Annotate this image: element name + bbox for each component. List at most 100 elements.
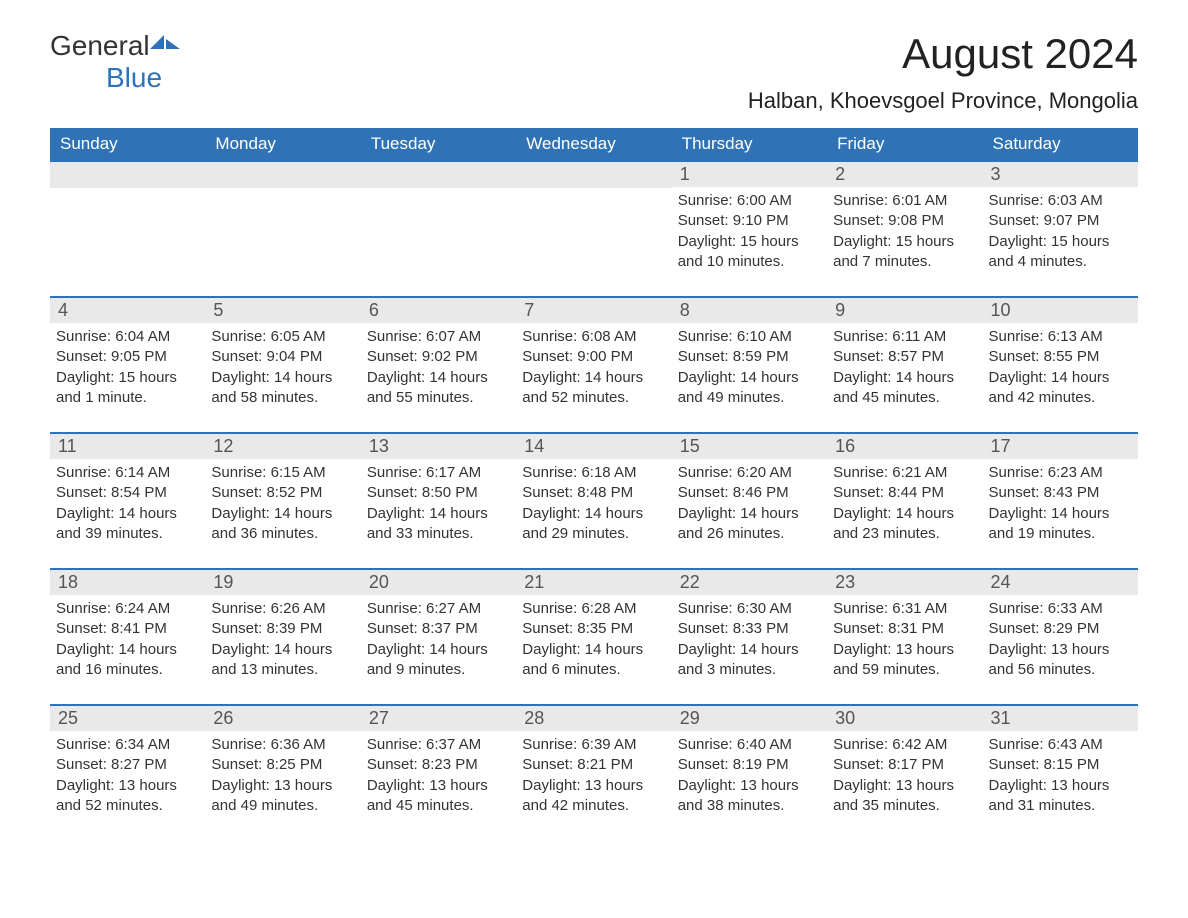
day-number — [205, 162, 360, 188]
week-row: 1Sunrise: 6:00 AMSunset: 9:10 PMDaylight… — [50, 160, 1138, 282]
daylight-line: Daylight: 14 hours and 23 minutes. — [833, 504, 974, 545]
daylight-line: Daylight: 13 hours and 31 minutes. — [989, 776, 1130, 817]
day-number: 11 — [50, 434, 205, 459]
day-cell: 25Sunrise: 6:34 AMSunset: 8:27 PMDayligh… — [50, 706, 205, 826]
day-data: Sunrise: 6:26 AMSunset: 8:39 PMDaylight:… — [205, 595, 360, 690]
day-cell: 26Sunrise: 6:36 AMSunset: 8:25 PMDayligh… — [205, 706, 360, 826]
sunrise-line: Sunrise: 6:26 AM — [211, 599, 352, 619]
day-number — [50, 162, 205, 188]
day-data: Sunrise: 6:21 AMSunset: 8:44 PMDaylight:… — [827, 459, 982, 554]
dow-friday: Friday — [827, 128, 982, 160]
sunset-line: Sunset: 9:10 PM — [678, 211, 819, 231]
sunset-line: Sunset: 8:57 PM — [833, 347, 974, 367]
sunrise-line: Sunrise: 6:34 AM — [56, 735, 197, 755]
day-number: 7 — [516, 298, 671, 323]
day-cell: 8Sunrise: 6:10 AMSunset: 8:59 PMDaylight… — [672, 298, 827, 418]
sunrise-line: Sunrise: 6:17 AM — [367, 463, 508, 483]
day-cell: 1Sunrise: 6:00 AMSunset: 9:10 PMDaylight… — [672, 162, 827, 282]
sunset-line: Sunset: 8:33 PM — [678, 619, 819, 639]
sunrise-line: Sunrise: 6:33 AM — [989, 599, 1130, 619]
day-number: 8 — [672, 298, 827, 323]
sunrise-line: Sunrise: 6:20 AM — [678, 463, 819, 483]
day-number: 15 — [672, 434, 827, 459]
day-number: 13 — [361, 434, 516, 459]
empty-cell — [361, 162, 516, 282]
daylight-line: Daylight: 14 hours and 6 minutes. — [522, 640, 663, 681]
sunset-line: Sunset: 9:02 PM — [367, 347, 508, 367]
day-number: 10 — [983, 298, 1138, 323]
sunset-line: Sunset: 9:07 PM — [989, 211, 1130, 231]
day-cell: 5Sunrise: 6:05 AMSunset: 9:04 PMDaylight… — [205, 298, 360, 418]
day-cell: 12Sunrise: 6:15 AMSunset: 8:52 PMDayligh… — [205, 434, 360, 554]
daylight-line: Daylight: 13 hours and 35 minutes. — [833, 776, 974, 817]
day-data: Sunrise: 6:01 AMSunset: 9:08 PMDaylight:… — [827, 187, 982, 282]
day-number: 24 — [983, 570, 1138, 595]
day-cell: 7Sunrise: 6:08 AMSunset: 9:00 PMDaylight… — [516, 298, 671, 418]
day-data: Sunrise: 6:03 AMSunset: 9:07 PMDaylight:… — [983, 187, 1138, 282]
month-title: August 2024 — [748, 30, 1138, 78]
sunset-line: Sunset: 8:52 PM — [211, 483, 352, 503]
day-number: 20 — [361, 570, 516, 595]
daylight-line: Daylight: 14 hours and 16 minutes. — [56, 640, 197, 681]
daylight-line: Daylight: 14 hours and 13 minutes. — [211, 640, 352, 681]
sunset-line: Sunset: 8:46 PM — [678, 483, 819, 503]
sunset-line: Sunset: 8:54 PM — [56, 483, 197, 503]
daylight-line: Daylight: 14 hours and 26 minutes. — [678, 504, 819, 545]
sunset-line: Sunset: 8:35 PM — [522, 619, 663, 639]
sunrise-line: Sunrise: 6:14 AM — [56, 463, 197, 483]
day-cell: 9Sunrise: 6:11 AMSunset: 8:57 PMDaylight… — [827, 298, 982, 418]
sunrise-line: Sunrise: 6:07 AM — [367, 327, 508, 347]
calendar: SundayMondayTuesdayWednesdayThursdayFrid… — [50, 128, 1138, 826]
daylight-line: Daylight: 13 hours and 52 minutes. — [56, 776, 197, 817]
day-data: Sunrise: 6:43 AMSunset: 8:15 PMDaylight:… — [983, 731, 1138, 826]
sunset-line: Sunset: 8:27 PM — [56, 755, 197, 775]
sunrise-line: Sunrise: 6:37 AM — [367, 735, 508, 755]
daylight-line: Daylight: 14 hours and 3 minutes. — [678, 640, 819, 681]
day-data: Sunrise: 6:04 AMSunset: 9:05 PMDaylight:… — [50, 323, 205, 418]
sunrise-line: Sunrise: 6:40 AM — [678, 735, 819, 755]
day-cell: 28Sunrise: 6:39 AMSunset: 8:21 PMDayligh… — [516, 706, 671, 826]
sunset-line: Sunset: 8:19 PM — [678, 755, 819, 775]
daylight-line: Daylight: 13 hours and 38 minutes. — [678, 776, 819, 817]
day-cell: 15 Sunrise: 6:20 AMSunset: 8:46 PMDayligh… — [672, 434, 827, 554]
logo-general: General — [50, 30, 150, 61]
day-cell: 30Sunrise: 6:42 AMSunset: 8:17 PMDayligh… — [827, 706, 982, 826]
sunrise-line: Sunrise: 6:23 AM — [989, 463, 1130, 483]
day-cell: 21Sunrise: 6:28 AMSunset: 8:35 PMDayligh… — [516, 570, 671, 690]
sunrise-line: Sunrise: 6:27 AM — [367, 599, 508, 619]
sunset-line: Sunset: 8:15 PM — [989, 755, 1130, 775]
day-data: Sunrise: 6:08 AMSunset: 9:00 PMDaylight:… — [516, 323, 671, 418]
day-number: 3 — [983, 162, 1138, 187]
sunrise-line: Sunrise: 6:28 AM — [522, 599, 663, 619]
day-cell: 16Sunrise: 6:21 AMSunset: 8:44 PMDayligh… — [827, 434, 982, 554]
day-data: Sunrise: 6:13 AMSunset: 8:55 PMDaylight:… — [983, 323, 1138, 418]
day-data: Sunrise: 6:39 AMSunset: 8:21 PMDaylight:… — [516, 731, 671, 826]
daylight-line: Daylight: 14 hours and 42 minutes. — [989, 368, 1130, 409]
day-cell: 10Sunrise: 6:13 AMSunset: 8:55 PMDayligh… — [983, 298, 1138, 418]
daylight-line: Daylight: 14 hours and 52 minutes. — [522, 368, 663, 409]
title-block: August 2024 Halban, Khoevsgoel Province,… — [748, 30, 1138, 114]
sunset-line: Sunset: 8:59 PM — [678, 347, 819, 367]
day-data: Sunrise: 6:40 AMSunset: 8:19 PMDaylight:… — [672, 731, 827, 826]
sunset-line: Sunset: 8:50 PM — [367, 483, 508, 503]
sunrise-line: Sunrise: 6:43 AM — [989, 735, 1130, 755]
sunrise-line: Sunrise: 6:04 AM — [56, 327, 197, 347]
day-data: Sunrise: 6:24 AMSunset: 8:41 PMDaylight:… — [50, 595, 205, 690]
day-data: Sunrise: 6:07 AMSunset: 9:02 PMDaylight:… — [361, 323, 516, 418]
day-data: Sunrise: 6:42 AMSunset: 8:17 PMDaylight:… — [827, 731, 982, 826]
sunset-line: Sunset: 8:39 PM — [211, 619, 352, 639]
sunrise-line: Sunrise: 6:00 AM — [678, 191, 819, 211]
day-cell: 24Sunrise: 6:33 AMSunset: 8:29 PMDayligh… — [983, 570, 1138, 690]
day-cell: 4Sunrise: 6:04 AMSunset: 9:05 PMDaylight… — [50, 298, 205, 418]
daylight-line: Daylight: 14 hours and 45 minutes. — [833, 368, 974, 409]
sunset-line: Sunset: 9:05 PM — [56, 347, 197, 367]
sunrise-line: Sunrise: 6:11 AM — [833, 327, 974, 347]
day-number: 18 — [50, 570, 205, 595]
empty-cell — [205, 162, 360, 282]
week-row: 25Sunrise: 6:34 AMSunset: 8:27 PMDayligh… — [50, 704, 1138, 826]
empty-cell — [516, 162, 671, 282]
logo-flag-icon — [150, 30, 180, 62]
day-cell: 23Sunrise: 6:31 AMSunset: 8:31 PMDayligh… — [827, 570, 982, 690]
day-data: Sunrise: 6:37 AMSunset: 8:23 PMDaylight:… — [361, 731, 516, 826]
day-cell: 17Sunrise: 6:23 AMSunset: 8:43 PMDayligh… — [983, 434, 1138, 554]
